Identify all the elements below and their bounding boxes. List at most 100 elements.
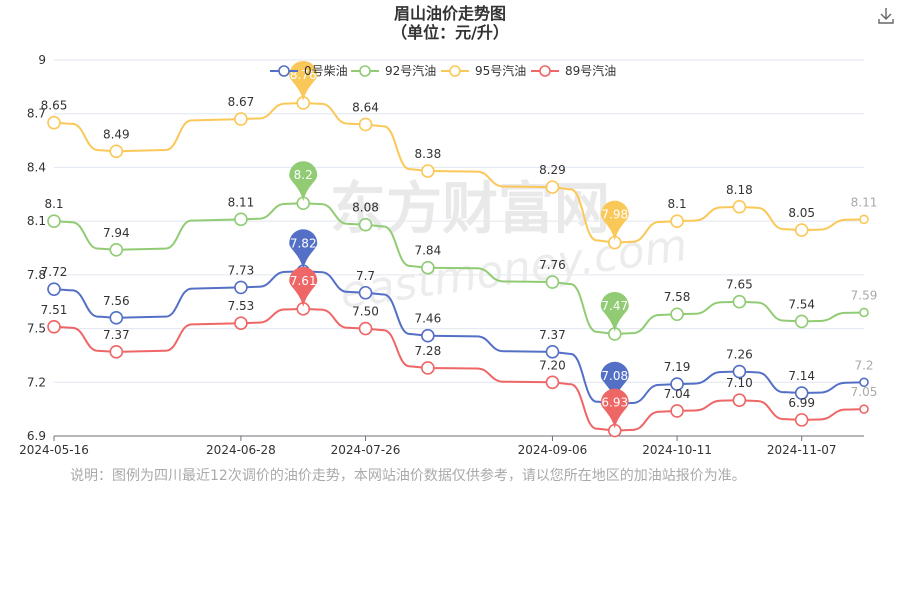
axes: 6.9 7.2 7.5 7.8 8.1 8.4 8.7 9 2024-05-16 2024-06-… <box>19 53 864 457</box>
data-point <box>109 345 124 359</box>
max-marker-pin <box>289 229 318 270</box>
legend-symbol <box>359 65 371 77</box>
data-point <box>732 393 747 407</box>
data-label: 8.1 <box>668 197 687 211</box>
y-tick-label: 7.5 <box>27 322 46 336</box>
legend-item-2[interactable]: 95号汽油 <box>441 63 526 78</box>
data-label: 7.56 <box>103 294 130 308</box>
data-point <box>859 214 869 225</box>
y-tick-label: 6.9 <box>27 429 46 443</box>
data-label: 7.7 <box>356 269 375 283</box>
data-label: 8.64 <box>352 100 379 114</box>
x-tick-label: 2024-11-07 <box>767 443 837 457</box>
data-label: 7.59 <box>851 288 878 302</box>
data-label: 7.53 <box>228 299 255 313</box>
legend-symbol <box>539 65 551 77</box>
watermark: 东方财富网 eastmoney.com <box>330 177 690 319</box>
x-tick-label: 2024-10-11 <box>642 443 712 457</box>
min-marker-label: 7.47 <box>601 299 628 313</box>
data-label: 7.58 <box>664 290 691 304</box>
chart-title-line2: （单位：元/升） <box>391 23 509 42</box>
legend-item-1[interactable]: 92号汽油 <box>351 63 436 78</box>
legend-item-0[interactable]: 0号柴油 <box>270 64 348 78</box>
data-label: 8.11 <box>851 195 878 209</box>
data-label: 7.37 <box>103 328 130 342</box>
data-label: 7.73 <box>228 263 255 277</box>
x-tick-label: 2024-06-28 <box>206 443 276 457</box>
data-point <box>859 377 869 388</box>
data-label: 7.19 <box>664 360 691 374</box>
data-label: 8.49 <box>103 127 130 141</box>
data-point <box>234 316 248 331</box>
data-point <box>421 260 435 275</box>
data-point <box>794 223 809 237</box>
min-marker-pin <box>600 361 629 402</box>
y-tick-label: 7.2 <box>27 375 46 389</box>
y-tick-label: 8.1 <box>27 214 46 228</box>
data-label: 7.20 <box>539 358 566 372</box>
data-label: 7.14 <box>788 369 815 383</box>
data-point <box>732 364 747 379</box>
data-point <box>234 280 248 295</box>
data-label: 7.65 <box>726 278 753 292</box>
series-line-3 <box>53 307 865 432</box>
legend-item-3[interactable]: 89号汽油 <box>531 63 616 78</box>
data-point <box>47 115 61 130</box>
data-point <box>545 275 560 289</box>
series-group <box>47 96 869 438</box>
x-tick-label: 2024-09-06 <box>518 443 588 457</box>
max-marker-label: 7.61 <box>290 274 317 288</box>
min-marker-pin <box>600 200 629 241</box>
data-point <box>859 307 869 318</box>
data-point <box>358 217 373 232</box>
data-point <box>421 164 435 178</box>
data-label: 7.28 <box>414 344 441 358</box>
data-point <box>234 112 248 126</box>
data-label: 7.54 <box>788 297 815 311</box>
data-point <box>670 214 684 228</box>
data-point <box>47 319 61 334</box>
data-labels: 7.72 7.56 7.73 7.7 7.46 7.37 7.19 7.26 7.14 7.2 8.… <box>41 95 878 410</box>
data-point <box>545 180 560 194</box>
data-label: 7.10 <box>726 376 753 390</box>
footnote: 说明：图例为四川最近12次调价的油价走势，本网站油价数据仅供参考，请以您所在地区… <box>70 468 746 484</box>
data-point <box>421 361 435 375</box>
data-label: 8.05 <box>788 206 815 220</box>
data-point <box>47 214 61 228</box>
data-point <box>234 212 248 227</box>
data-point <box>732 200 747 214</box>
data-point <box>358 321 373 336</box>
data-label: 8.1 <box>44 197 63 211</box>
data-label: 8.08 <box>352 201 379 215</box>
data-label: 7.2 <box>854 358 873 372</box>
data-label: 7.51 <box>41 303 68 317</box>
series-line-0 <box>53 270 865 405</box>
data-point <box>109 311 124 325</box>
data-point <box>859 404 869 414</box>
legend-label: 0号柴油 <box>304 64 348 78</box>
data-point <box>421 328 435 343</box>
data-label: 7.26 <box>726 348 753 362</box>
x-tick-label: 2024-07-26 <box>331 443 401 457</box>
data-point <box>358 117 373 132</box>
data-point <box>794 413 809 427</box>
y-tick-label: 9 <box>38 53 46 67</box>
data-point <box>109 144 124 159</box>
data-point <box>670 307 684 322</box>
data-label: 7.84 <box>414 244 441 258</box>
y-tick-label: 8.4 <box>27 160 46 174</box>
min-marker-label: 6.93 <box>601 396 628 410</box>
min-marker-pin <box>600 291 629 332</box>
legend[interactable]: 0号柴油 92号汽油 95号汽油 89号汽油 <box>270 63 616 78</box>
x-tick-label: 2024-05-16 <box>19 443 89 457</box>
series-line-1 <box>53 202 865 335</box>
max-marker-label: 7.82 <box>290 236 317 250</box>
data-label: 8.18 <box>726 183 753 197</box>
data-point <box>545 345 560 359</box>
download-icon[interactable] <box>876 6 896 26</box>
marker-pins: 7.827.088.27.478.767.987.616.93 <box>289 60 629 429</box>
legend-label: 92号汽油 <box>385 63 436 78</box>
y-tick-label: 7.8 <box>27 268 46 282</box>
min-marker-label: 7.08 <box>601 369 628 383</box>
data-label: 7.46 <box>414 312 441 326</box>
